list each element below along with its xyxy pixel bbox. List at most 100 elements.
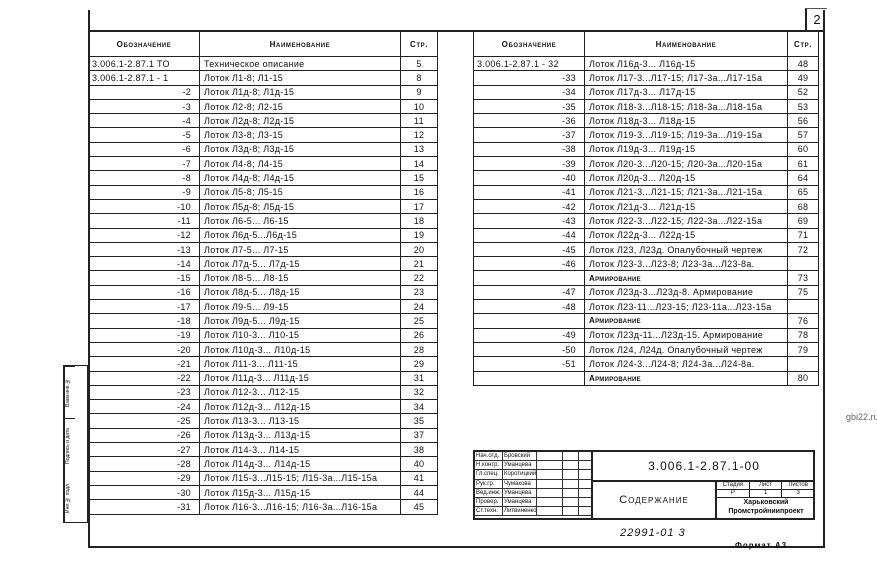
row-page: 40 xyxy=(400,456,438,472)
date-cell xyxy=(563,470,579,479)
row-designation: -12 xyxy=(88,227,200,243)
row-designation: -11 xyxy=(88,213,200,229)
table-row: -46 Лоток Л23-3...Л23-8; Л23-3а...Л23-8а. xyxy=(473,256,819,272)
document-title: Содержание xyxy=(593,482,717,518)
row-designation: -21 xyxy=(88,356,200,372)
table-row: -51 Лоток Л24-3...Л24-8; Л24-3а...Л24-8а. xyxy=(473,356,819,372)
signature-row: Нач.отд. Бровский xyxy=(475,452,591,462)
row-page: 48 xyxy=(787,55,819,72)
row-page: 9 xyxy=(400,84,438,100)
signature-row: Провер. Уманцева xyxy=(475,497,591,508)
inventory-number: 22991-01 3 xyxy=(620,527,686,539)
table-row: -10 Лоток Л5д-8; Л5д-15 17 xyxy=(88,198,438,215)
row-name: Лоток Л7-5... Л7-15 xyxy=(199,241,401,258)
sheet-value: 1 xyxy=(749,490,783,498)
row-designation: -19 xyxy=(88,327,200,343)
header-name: Наименование xyxy=(584,31,788,57)
row-page: 45 xyxy=(400,499,438,515)
row-page: 80 xyxy=(787,370,819,386)
date-cell xyxy=(563,507,579,516)
signer-role: Гл.спец. xyxy=(475,470,503,479)
sheet-number: 2 xyxy=(805,8,827,31)
date-cell xyxy=(563,479,579,488)
stage-grid: Стадия Лист Листов Р 1 3 xyxy=(717,482,815,498)
row-page: 23 xyxy=(400,284,438,301)
row-page: 12 xyxy=(400,127,438,143)
signer-role: Нач.отд. xyxy=(475,452,503,461)
header-page: Стр. xyxy=(400,31,438,57)
row-name: Лоток Л13-3... Л13-15 xyxy=(199,413,401,429)
approval-stamp-strip: Взам.инв.№ Подпись и дата Инв.№ подл. xyxy=(63,365,88,523)
table-row: -45 Лоток Л23, Л23д. Опалубочный чертеж 72 xyxy=(473,241,819,258)
table-row: -22 Лоток Л11д-3... Л11д-15 31 xyxy=(88,370,438,386)
row-page: 69 xyxy=(787,213,819,229)
row-name: Лоток Л1-8; Л1-15 xyxy=(199,70,401,86)
table-row: -25 Лоток Л13-3... Л13-15 35 xyxy=(88,413,438,429)
stage-value: Р xyxy=(717,490,750,498)
signer-role: Провер. xyxy=(475,497,503,507)
row-name: Лоток Л5д-8; Л5д-15 xyxy=(199,198,401,215)
row-designation xyxy=(473,313,585,329)
table-row: -26 Лоток Л13д-3... Л13д-15 37 xyxy=(88,427,438,444)
row-name: Лоток Л9-5... Л9-15 xyxy=(199,299,401,315)
row-designation: -45 xyxy=(473,241,585,258)
row-page: 73 xyxy=(787,270,819,286)
contents-table-right: Обозначение Наименование Стр. 3.006.1-2.… xyxy=(473,31,819,386)
row-name: Лоток Л21д-3... Л21д-15 xyxy=(584,198,788,215)
row-page: 18 xyxy=(400,213,438,229)
table-row: -19 Лоток Л10-3... Л10-15 26 xyxy=(88,327,438,343)
row-designation: -42 xyxy=(473,198,585,215)
contents-table-left: Обозначение Наименование Стр. 3.006.1-2.… xyxy=(88,31,438,515)
strip-replaced-inv: Взам.инв.№ xyxy=(64,366,75,419)
signature-row: Вед.инж. Уманцева xyxy=(475,488,591,498)
row-name: Лоток Л23-3...Л23-8; Л23-3а...Л23-8а. xyxy=(584,256,788,272)
row-page: 13 xyxy=(400,141,438,158)
row-page: 21 xyxy=(400,256,438,272)
table-row: -41 Лоток Л21-3...Л21-15; Л21-3а...Л21-15… xyxy=(473,184,819,200)
row-designation: -10 xyxy=(88,198,200,215)
row-name: Лоток Л12-3... Л12-15 xyxy=(199,384,401,401)
row-page: 49 xyxy=(787,70,819,86)
row-page: 53 xyxy=(787,98,819,115)
table-row: -35 Лоток Л18-3...Л18-15; Л18-3а...Л18-15… xyxy=(473,98,819,115)
row-page: 78 xyxy=(787,327,819,343)
row-designation: -30 xyxy=(88,484,200,501)
row-name: Лоток Л19-3...Л19-15; Л19-3а...Л19-15а xyxy=(584,127,788,143)
signer-name: Чумакова xyxy=(503,479,537,488)
row-page: 29 xyxy=(400,356,438,372)
row-designation: -31 xyxy=(88,499,200,515)
signer-role: Вед.инж. xyxy=(475,488,503,497)
row-page: 34 xyxy=(400,399,438,415)
row-name: Лоток Л2д-8; Л2д-15 xyxy=(199,113,401,129)
signature-row: Рук.гр. Чумакова xyxy=(475,479,591,489)
row-name: Техническое описание xyxy=(199,55,401,72)
signature-row: Гл.спец. Коротицкий xyxy=(475,470,591,480)
row-page: 35 xyxy=(400,413,438,429)
date-cell xyxy=(563,497,579,507)
row-designation: 3.006.1-2.87.1 - 32 xyxy=(473,55,585,72)
row-page: 61 xyxy=(787,156,819,172)
table-row: -18 Лоток Л9д-5... Л9д-15 25 xyxy=(88,313,438,329)
paper-format: Формат А3 xyxy=(735,541,788,550)
row-designation: -14 xyxy=(88,256,200,272)
row-page: 76 xyxy=(787,313,819,329)
row-designation: -34 xyxy=(473,84,585,100)
row-page: 56 xyxy=(787,113,819,129)
row-designation: 3.006.1-2.87.1 ТО xyxy=(88,55,200,72)
row-page: 31 xyxy=(400,370,438,386)
row-page: 11 xyxy=(400,113,438,129)
row-designation: -50 xyxy=(473,341,585,358)
sheet-label: Лист xyxy=(749,482,783,490)
row-name: Лоток Л22д-3... Л22д-15 xyxy=(584,227,788,243)
table-row: 3.006.1-2.87.1 ТО Техническое описание 5 xyxy=(88,55,438,72)
row-page: 52 xyxy=(787,84,819,100)
table-row: -17 Лоток Л9-5... Л9-15 24 xyxy=(88,299,438,315)
row-name: Лоток Л4д-8; Л4д-15 xyxy=(199,170,401,186)
signer-name: Уманцева xyxy=(503,461,537,470)
table-row: -5 Лоток Л3-8; Л3-15 12 xyxy=(88,127,438,143)
table-row: -37 Лоток Л19-3...Л19-15; Л19-3а...Л19-15… xyxy=(473,127,819,143)
table-row: -7 Лоток Л4-8; Л4-15 14 xyxy=(88,156,438,172)
row-page: 79 xyxy=(787,341,819,358)
table-row: Армирование 76 xyxy=(473,313,819,329)
row-page: 65 xyxy=(787,184,819,200)
